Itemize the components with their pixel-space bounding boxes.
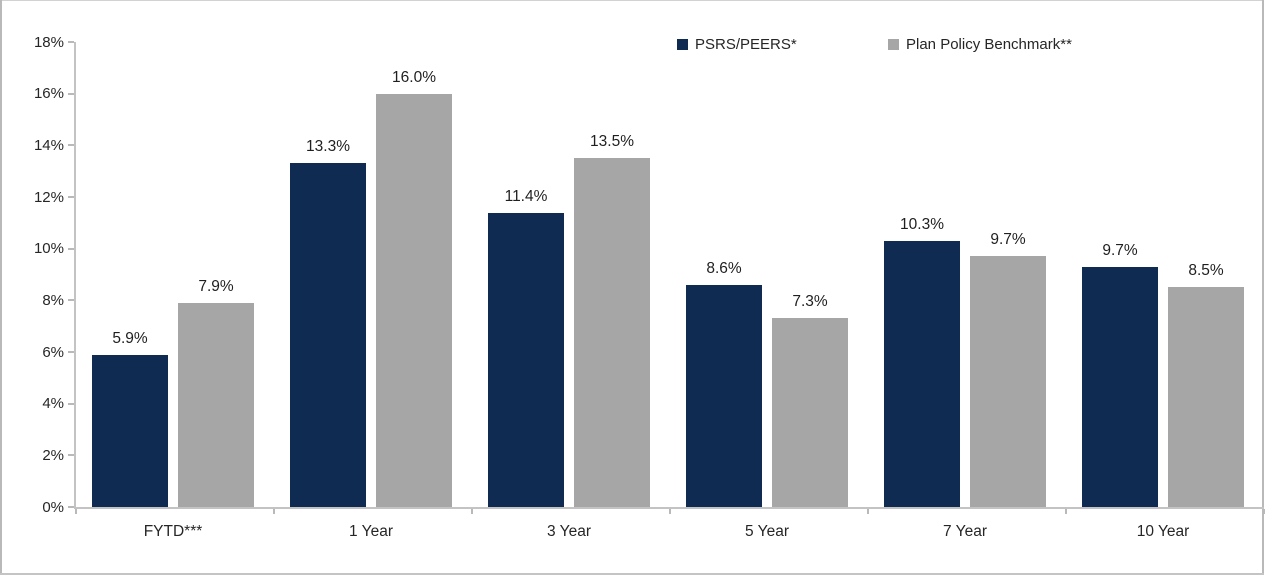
legend-item: PSRS/PEERS* — [677, 34, 797, 54]
bar-plan-policy-benchmark — [376, 93, 452, 507]
bar-psrs-peers — [92, 354, 168, 507]
y-axis-tick-label: 12% — [33, 188, 64, 206]
x-axis-tick — [1263, 509, 1265, 514]
y-axis-tick-label: 4% — [42, 395, 64, 413]
bar-data-label: 7.9% — [198, 277, 234, 295]
y-axis-tick-label: 2% — [42, 446, 64, 464]
y-axis-tick-label: 16% — [33, 85, 64, 103]
chart-frame-top — [0, 0, 1264, 1]
legend-swatch-plan-policy-benchmark — [888, 38, 899, 50]
y-axis-tick-label: 18% — [33, 33, 64, 51]
bar-psrs-peers — [290, 163, 366, 507]
bar-group: 9.7% 8.5% — [1066, 42, 1264, 507]
bar-psrs-peers — [686, 284, 762, 507]
y-axis-tick — [68, 402, 74, 405]
bar-plan-policy-benchmark — [1168, 287, 1244, 507]
y-axis-tick-label: 8% — [42, 291, 64, 309]
bar-data-label: 9.7% — [990, 231, 1026, 249]
x-axis-category-label: 10 Year — [1136, 523, 1190, 540]
bar-psrs-peers — [884, 240, 960, 507]
y-axis-tick — [68, 454, 74, 457]
chart-frame-left — [0, 0, 2, 575]
legend-swatch-psrs-peers — [677, 38, 688, 50]
bar-plan-policy-benchmark — [574, 158, 650, 507]
x-axis-tick — [669, 509, 671, 514]
legend-label: Plan Policy Benchmark** — [906, 35, 1072, 53]
bar-psrs-peers — [1082, 266, 1158, 507]
y-axis-tick — [68, 506, 74, 508]
y-axis-tick — [68, 351, 74, 353]
bar-group: 11.4% 13.5% — [472, 42, 670, 507]
y-axis-tick-label: 14% — [33, 136, 64, 154]
y-axis-tick — [68, 247, 74, 250]
bar-data-label: 10.3% — [900, 215, 944, 233]
bar-plan-policy-benchmark — [772, 318, 848, 507]
bar-plan-policy-benchmark — [970, 256, 1046, 507]
x-axis-category-label: 1 Year — [349, 523, 393, 540]
bar-plan-policy-benchmark — [178, 302, 254, 507]
bar-group: 5.9% 7.9% — [76, 42, 274, 507]
bar-group: 8.6% 7.3% — [670, 42, 868, 507]
x-axis-tick — [273, 509, 275, 514]
bar-group: 13.3% 16.0% — [274, 42, 472, 507]
x-axis-category-label: 5 Year — [745, 523, 789, 540]
bar-psrs-peers — [488, 212, 564, 507]
y-axis-tick — [68, 92, 74, 95]
bar-data-label: 8.6% — [706, 259, 742, 277]
plot-area: 5.9% 7.9% 13.3% 16.0% 11.4% 13.5% 8.6% 7.3% 10.3… — [68, 41, 1265, 514]
bar-data-label: 13.5% — [590, 133, 634, 151]
y-axis-tick — [68, 144, 74, 147]
x-axis-tick — [867, 509, 869, 514]
chart-frame-right — [1262, 0, 1264, 575]
chart-frame-bottom — [0, 573, 1264, 575]
bar-data-label: 11.4% — [504, 187, 548, 205]
bar-data-label: 8.5% — [1188, 262, 1224, 280]
y-axis-tick-label: 0% — [42, 498, 64, 516]
x-axis-category-label: FYTD*** — [143, 523, 203, 540]
y-axis-tick — [68, 41, 74, 43]
x-axis-tick — [471, 509, 473, 514]
legend-item: Plan Policy Benchmark** — [888, 34, 1072, 54]
bar-data-label: 13.3% — [306, 138, 350, 156]
y-axis-tick — [68, 196, 74, 198]
bar-data-label: 5.9% — [112, 329, 148, 347]
y-axis-tick — [68, 299, 74, 302]
bar-data-label: 16.0% — [392, 68, 436, 86]
x-axis-tick — [75, 509, 77, 514]
x-axis-tick — [1065, 509, 1067, 514]
bar-data-label: 7.3% — [792, 293, 828, 311]
y-axis-tick-label: 10% — [33, 240, 64, 258]
legend-label: PSRS/PEERS* — [695, 35, 797, 53]
bar-data-label: 9.7% — [1102, 241, 1138, 259]
x-axis-category-label: 3 Year — [547, 523, 591, 540]
x-axis-category-label: 7 Year — [943, 523, 987, 540]
y-axis-tick-label: 6% — [42, 343, 64, 361]
bar-group: 10.3% 9.7% — [868, 42, 1066, 507]
